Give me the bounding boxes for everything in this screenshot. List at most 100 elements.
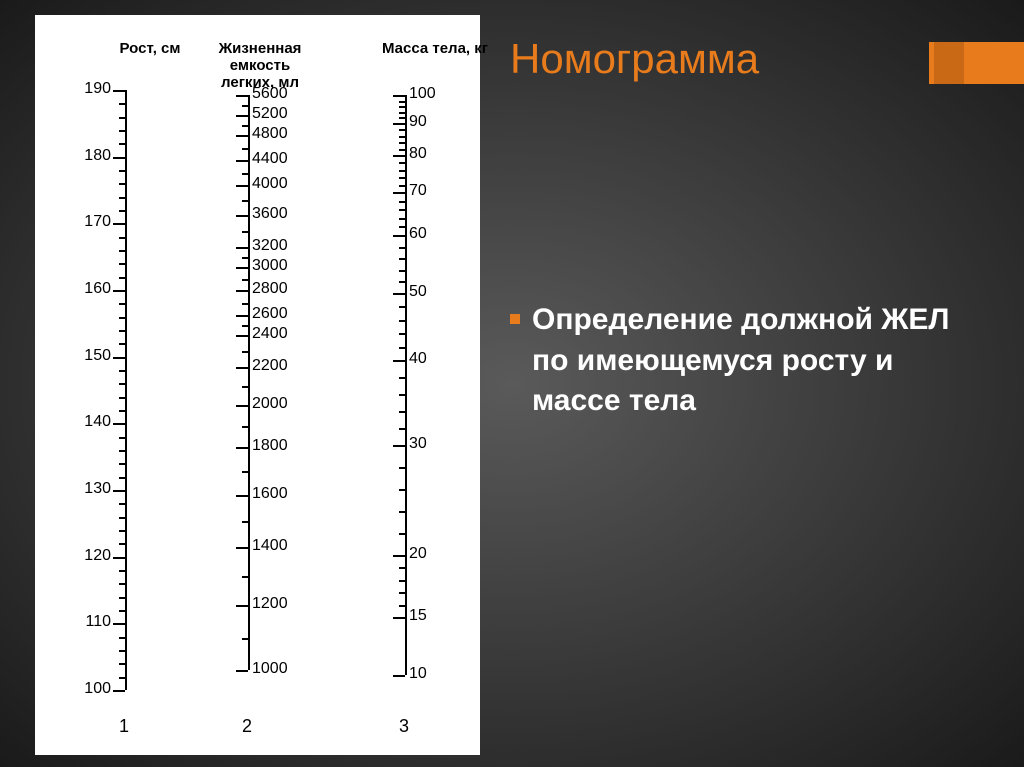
tick-label: 160 — [65, 280, 111, 298]
tick-label: 2200 — [252, 357, 298, 375]
tick-mark — [119, 170, 125, 172]
tick-mark — [236, 670, 248, 672]
tick-mark — [119, 397, 125, 399]
tick-mark — [399, 226, 405, 228]
tick-label: 100 — [409, 85, 455, 103]
tick-label: 2600 — [252, 305, 298, 323]
tick-label: 110 — [65, 613, 111, 631]
tick-mark — [399, 201, 405, 203]
scale-footer: 2 — [242, 716, 252, 737]
tick-mark — [119, 650, 125, 652]
scale-line — [125, 90, 127, 690]
tick-mark — [399, 136, 405, 138]
tick-label: 90 — [409, 113, 455, 131]
tick-mark — [242, 257, 248, 259]
tick-mark — [113, 690, 125, 692]
tick-label: 60 — [409, 225, 455, 243]
bullet-text: Определение должной ЖЕЛ по имеющемуся ро… — [532, 303, 949, 417]
tick-label: 4800 — [252, 125, 298, 143]
tick-mark — [119, 330, 125, 332]
tick-mark — [119, 383, 125, 385]
tick-mark — [119, 263, 125, 265]
tick-mark — [399, 258, 405, 260]
tick-mark — [236, 405, 248, 407]
accent-bar-2 — [934, 42, 964, 84]
tick-mark — [113, 290, 125, 292]
tick-mark — [236, 547, 248, 549]
tick-mark — [242, 638, 248, 640]
scale-title: Жизненная емкостьлегких, мл — [190, 40, 330, 91]
scale-footer: 1 — [119, 716, 129, 737]
tick-mark — [393, 95, 405, 97]
tick-mark — [399, 306, 405, 308]
tick-mark — [242, 351, 248, 353]
tick-mark — [236, 215, 248, 217]
tick-mark — [242, 105, 248, 107]
tick-mark — [399, 162, 405, 164]
tick-mark — [113, 557, 125, 559]
tick-mark — [399, 467, 405, 469]
tick-mark — [119, 463, 125, 465]
tick-label: 30 — [409, 435, 455, 453]
tick-mark — [399, 112, 405, 114]
scale-footer: 3 — [399, 716, 409, 737]
tick-mark — [119, 583, 125, 585]
tick-mark — [393, 445, 405, 447]
tick-mark — [399, 333, 405, 335]
tick-mark — [119, 343, 125, 345]
tick-mark — [113, 223, 125, 225]
tick-mark — [393, 555, 405, 557]
tick-label: 40 — [409, 350, 455, 368]
tick-label: 70 — [409, 182, 455, 200]
tick-mark — [119, 503, 125, 505]
tick-mark — [399, 511, 405, 513]
tick-label: 1800 — [252, 437, 298, 455]
tick-mark — [119, 117, 125, 119]
tick-label: 50 — [409, 283, 455, 301]
tick-mark — [399, 101, 405, 103]
tick-label: 180 — [65, 147, 111, 165]
scale-title: Масса тела, кг — [365, 40, 505, 57]
tick-mark — [119, 530, 125, 532]
tick-mark — [399, 185, 405, 187]
tick-mark — [113, 157, 125, 159]
tick-label: 15 — [409, 607, 455, 625]
tick-label: 190 — [65, 80, 111, 98]
tick-mark — [393, 192, 405, 194]
nomogram-panel: Рост, см1901801701601501401301201101001Ж… — [35, 15, 480, 755]
tick-mark — [393, 360, 405, 362]
bullet-text-block: Определение должной ЖЕЛ по имеющемуся ро… — [510, 300, 984, 422]
tick-mark — [236, 315, 248, 317]
tick-label: 5600 — [252, 85, 298, 103]
tick-mark — [236, 267, 248, 269]
tick-mark — [119, 210, 125, 212]
tick-mark — [399, 149, 405, 151]
tick-mark — [399, 106, 405, 108]
scale-line — [405, 95, 407, 675]
tick-mark — [119, 517, 125, 519]
tick-mark — [399, 142, 405, 144]
tick-mark — [119, 237, 125, 239]
tick-label: 130 — [65, 480, 111, 498]
tick-mark — [119, 250, 125, 252]
tick-mark — [242, 521, 248, 523]
tick-label: 100 — [65, 680, 111, 698]
tick-mark — [119, 597, 125, 599]
tick-mark — [242, 471, 248, 473]
tick-mark — [242, 125, 248, 127]
tick-label: 5200 — [252, 105, 298, 123]
tick-mark — [242, 386, 248, 388]
tick-mark — [399, 428, 405, 430]
slide-title: Номограмма — [510, 35, 759, 83]
tick-mark — [242, 231, 248, 233]
tick-mark — [119, 637, 125, 639]
tick-mark — [399, 489, 405, 491]
tick-label: 10 — [409, 665, 455, 683]
tick-label: 3200 — [252, 237, 298, 255]
tick-mark — [119, 103, 125, 105]
tick-mark — [399, 394, 405, 396]
tick-mark — [242, 173, 248, 175]
tick-label: 2000 — [252, 395, 298, 413]
tick-mark — [393, 293, 405, 295]
tick-mark — [399, 320, 405, 322]
